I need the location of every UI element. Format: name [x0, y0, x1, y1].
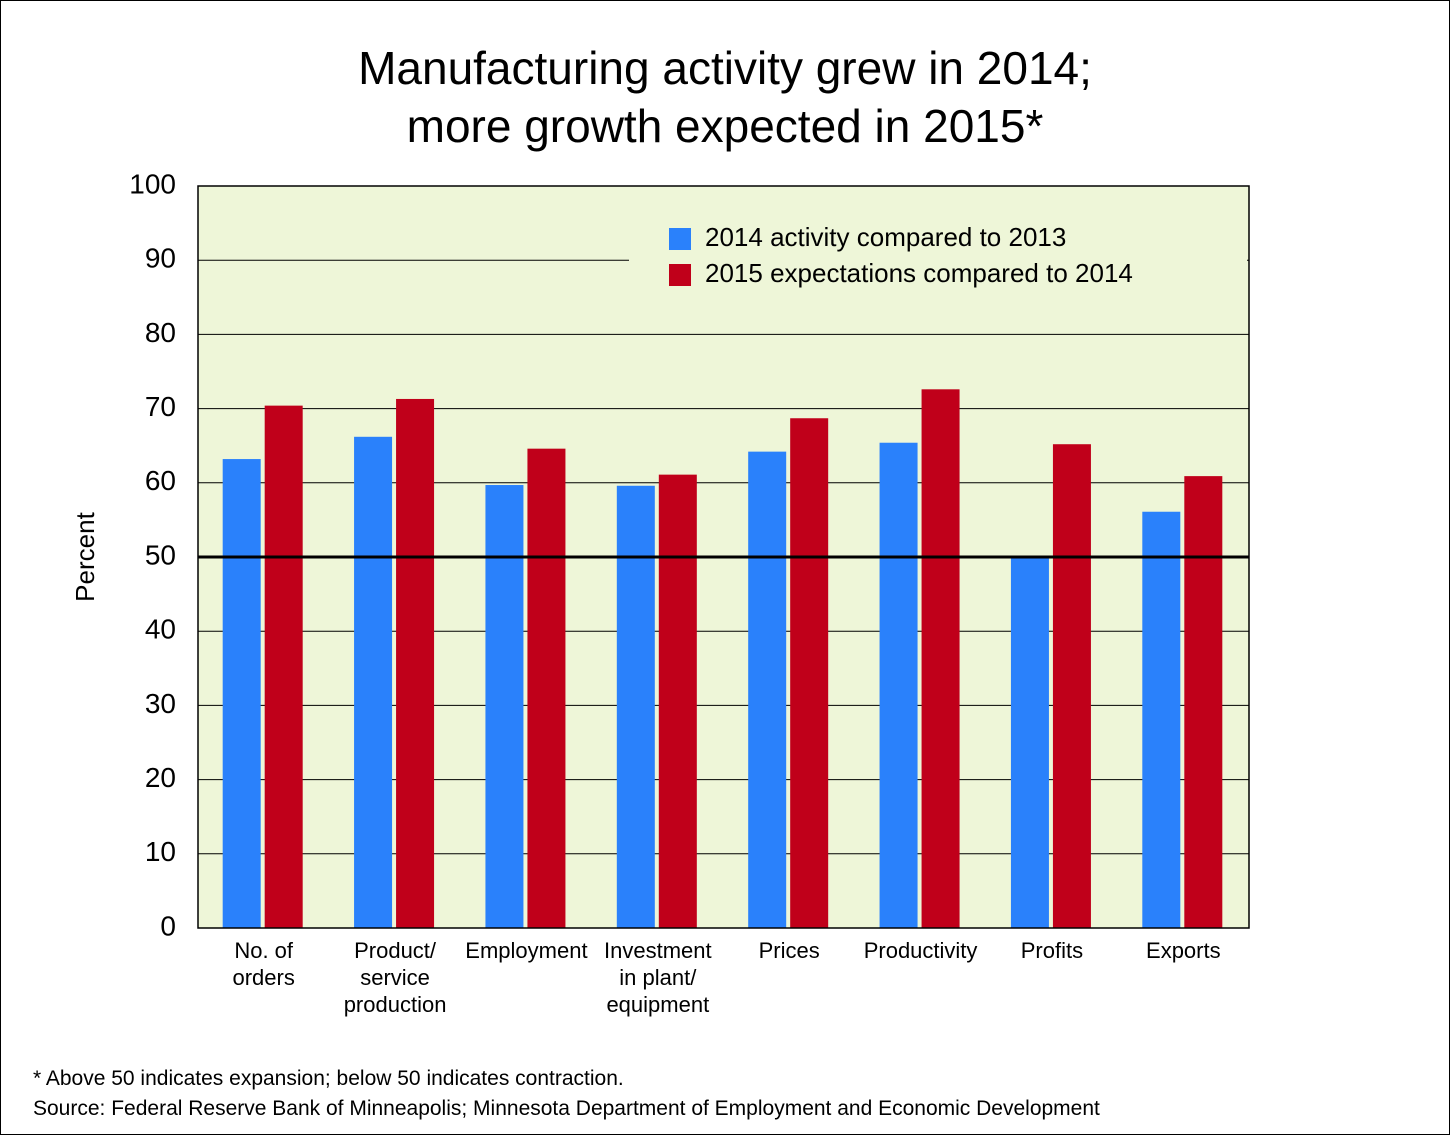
legend-label: 2015 expectations compared to 2014: [705, 258, 1133, 288]
bar: [527, 448, 566, 928]
bar: [1052, 444, 1091, 928]
bar: [921, 389, 960, 929]
y-tick-label: 60: [145, 465, 176, 496]
y-tick-label: 50: [145, 539, 176, 570]
bar: [1184, 476, 1223, 928]
y-tick-label: 40: [145, 614, 176, 645]
bar: [1142, 511, 1181, 928]
x-tick-label: Productivity: [863, 938, 978, 963]
y-tick-label: 70: [145, 391, 176, 422]
chart-title: Manufacturing activity grew in 2014; mor…: [358, 42, 1092, 152]
y-tick-label: 20: [145, 762, 176, 793]
bar: [264, 405, 303, 929]
bar: [616, 485, 655, 928]
bar: [485, 485, 524, 928]
bar: [222, 459, 261, 928]
x-tick-label: Prices: [758, 938, 820, 963]
footnote: * Above 50 indicates expansion; below 50…: [33, 1067, 624, 1090]
bar: [658, 474, 697, 928]
y-tick-label: 10: [145, 836, 176, 867]
bar: [790, 418, 829, 928]
x-tick-label: Employment: [465, 938, 588, 963]
y-axis-label: Percent: [70, 511, 100, 601]
bar: [1010, 557, 1049, 928]
x-tick-label: Profits: [1020, 938, 1084, 963]
legend-swatch: [669, 264, 691, 286]
legend-swatch: [669, 228, 691, 250]
bar: [879, 442, 918, 928]
source: Source: Federal Reserve Bank of Minneapo…: [33, 1097, 1100, 1120]
x-tick-label: Product/ service production: [343, 938, 447, 1017]
bar: [748, 451, 787, 928]
plot-border: [197, 185, 1250, 929]
bar: [396, 398, 435, 929]
legend-label: 2014 activity compared to 2013: [705, 222, 1066, 252]
y-tick-label: 100: [129, 168, 176, 199]
y-tick-label: 80: [145, 317, 176, 348]
legend-background: [629, 219, 1247, 295]
y-tick-label: 0: [160, 910, 176, 941]
x-tick-label: No. of orders: [232, 938, 295, 990]
y-tick-label: 30: [145, 688, 176, 719]
x-tick-label: Investment in plant/ equipment: [604, 938, 712, 1017]
bar: [354, 436, 393, 928]
x-tick-label: Exports: [1146, 938, 1221, 963]
y-tick-label: 90: [145, 243, 176, 274]
